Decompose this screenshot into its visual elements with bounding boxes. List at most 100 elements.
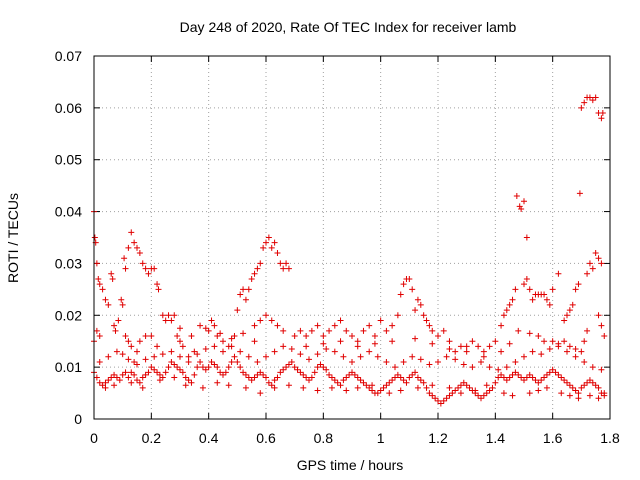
data-point bbox=[254, 371, 261, 378]
data-point bbox=[420, 312, 427, 319]
data-point bbox=[254, 265, 261, 272]
data-point bbox=[168, 358, 175, 365]
data-point bbox=[231, 333, 238, 340]
data-point bbox=[558, 390, 565, 397]
data-point bbox=[389, 377, 396, 384]
data-point bbox=[297, 327, 304, 334]
data-point bbox=[115, 317, 122, 324]
data-point bbox=[512, 358, 519, 365]
data-point bbox=[595, 255, 602, 262]
data-point bbox=[566, 307, 573, 314]
data-point bbox=[263, 239, 269, 246]
data-point bbox=[283, 260, 290, 267]
data-point bbox=[429, 327, 436, 334]
data-point bbox=[202, 366, 209, 373]
data-point bbox=[112, 327, 119, 334]
plot-frame bbox=[93, 55, 611, 420]
data-point bbox=[492, 379, 499, 386]
data-point bbox=[354, 338, 361, 345]
data-point bbox=[234, 307, 241, 314]
data-point bbox=[165, 364, 172, 371]
data-point bbox=[251, 374, 258, 381]
data-point bbox=[483, 382, 490, 389]
data-point bbox=[500, 312, 507, 319]
data-point bbox=[145, 270, 152, 277]
data-point bbox=[208, 317, 215, 324]
data-point bbox=[460, 379, 467, 386]
data-point bbox=[429, 392, 436, 399]
data-point bbox=[455, 384, 462, 391]
data-point bbox=[432, 395, 439, 402]
data-point bbox=[406, 275, 413, 282]
data-point bbox=[280, 327, 287, 334]
x-tick-label: 1.4 bbox=[486, 430, 506, 446]
data-point bbox=[131, 358, 138, 365]
data-point bbox=[343, 327, 350, 334]
data-point bbox=[575, 395, 582, 402]
data-point bbox=[211, 343, 218, 350]
data-point bbox=[512, 286, 519, 293]
data-point bbox=[271, 348, 278, 355]
data-point bbox=[521, 198, 527, 205]
data-point bbox=[523, 275, 530, 282]
data-point bbox=[509, 371, 516, 378]
data-point bbox=[566, 392, 573, 399]
data-point bbox=[564, 348, 570, 355]
data-point bbox=[506, 374, 513, 381]
data-point bbox=[518, 374, 525, 381]
data-point bbox=[601, 390, 608, 397]
data-point bbox=[254, 358, 261, 365]
data-point bbox=[271, 239, 278, 246]
data-point bbox=[366, 384, 373, 391]
data-point bbox=[122, 265, 129, 272]
y-tick-label: 0.03 bbox=[55, 255, 82, 271]
data-point bbox=[541, 374, 548, 381]
data-point bbox=[242, 296, 249, 303]
data-point bbox=[369, 382, 376, 389]
data-point bbox=[417, 377, 424, 384]
y-tick-label: 0.01 bbox=[55, 359, 82, 375]
data-point bbox=[251, 338, 258, 345]
data-point bbox=[457, 343, 464, 350]
data-point bbox=[417, 356, 424, 363]
data-point bbox=[429, 382, 436, 389]
data-point bbox=[125, 244, 132, 251]
data-point bbox=[480, 353, 487, 360]
data-point bbox=[93, 374, 100, 381]
data-point bbox=[105, 301, 112, 308]
data-point bbox=[475, 343, 482, 350]
data-point bbox=[222, 369, 229, 376]
data-point bbox=[285, 265, 292, 272]
data-point bbox=[257, 260, 264, 267]
data-point bbox=[139, 384, 146, 391]
data-point bbox=[414, 384, 421, 391]
data-point bbox=[174, 364, 181, 371]
data-point bbox=[397, 374, 404, 381]
data-point bbox=[105, 353, 112, 360]
data-point bbox=[199, 364, 206, 371]
data-point bbox=[426, 322, 433, 329]
data-point bbox=[265, 234, 272, 241]
data-point bbox=[93, 260, 100, 267]
data-point bbox=[532, 377, 539, 384]
data-point bbox=[314, 387, 321, 394]
data-point bbox=[119, 371, 126, 378]
data-point bbox=[592, 250, 599, 257]
data-point bbox=[343, 387, 350, 394]
data-point bbox=[91, 234, 98, 241]
data-point bbox=[566, 343, 573, 350]
data-point bbox=[349, 369, 355, 376]
data-point bbox=[242, 371, 249, 378]
data-point bbox=[489, 384, 496, 391]
data-point bbox=[569, 301, 576, 308]
data-point bbox=[251, 322, 258, 329]
data-point bbox=[217, 330, 224, 337]
data-point bbox=[581, 99, 588, 106]
data-point bbox=[265, 379, 272, 386]
data-point bbox=[443, 395, 450, 402]
data-point bbox=[420, 379, 427, 386]
data-point bbox=[237, 364, 244, 371]
data-point bbox=[515, 327, 522, 334]
data-point bbox=[314, 322, 321, 329]
